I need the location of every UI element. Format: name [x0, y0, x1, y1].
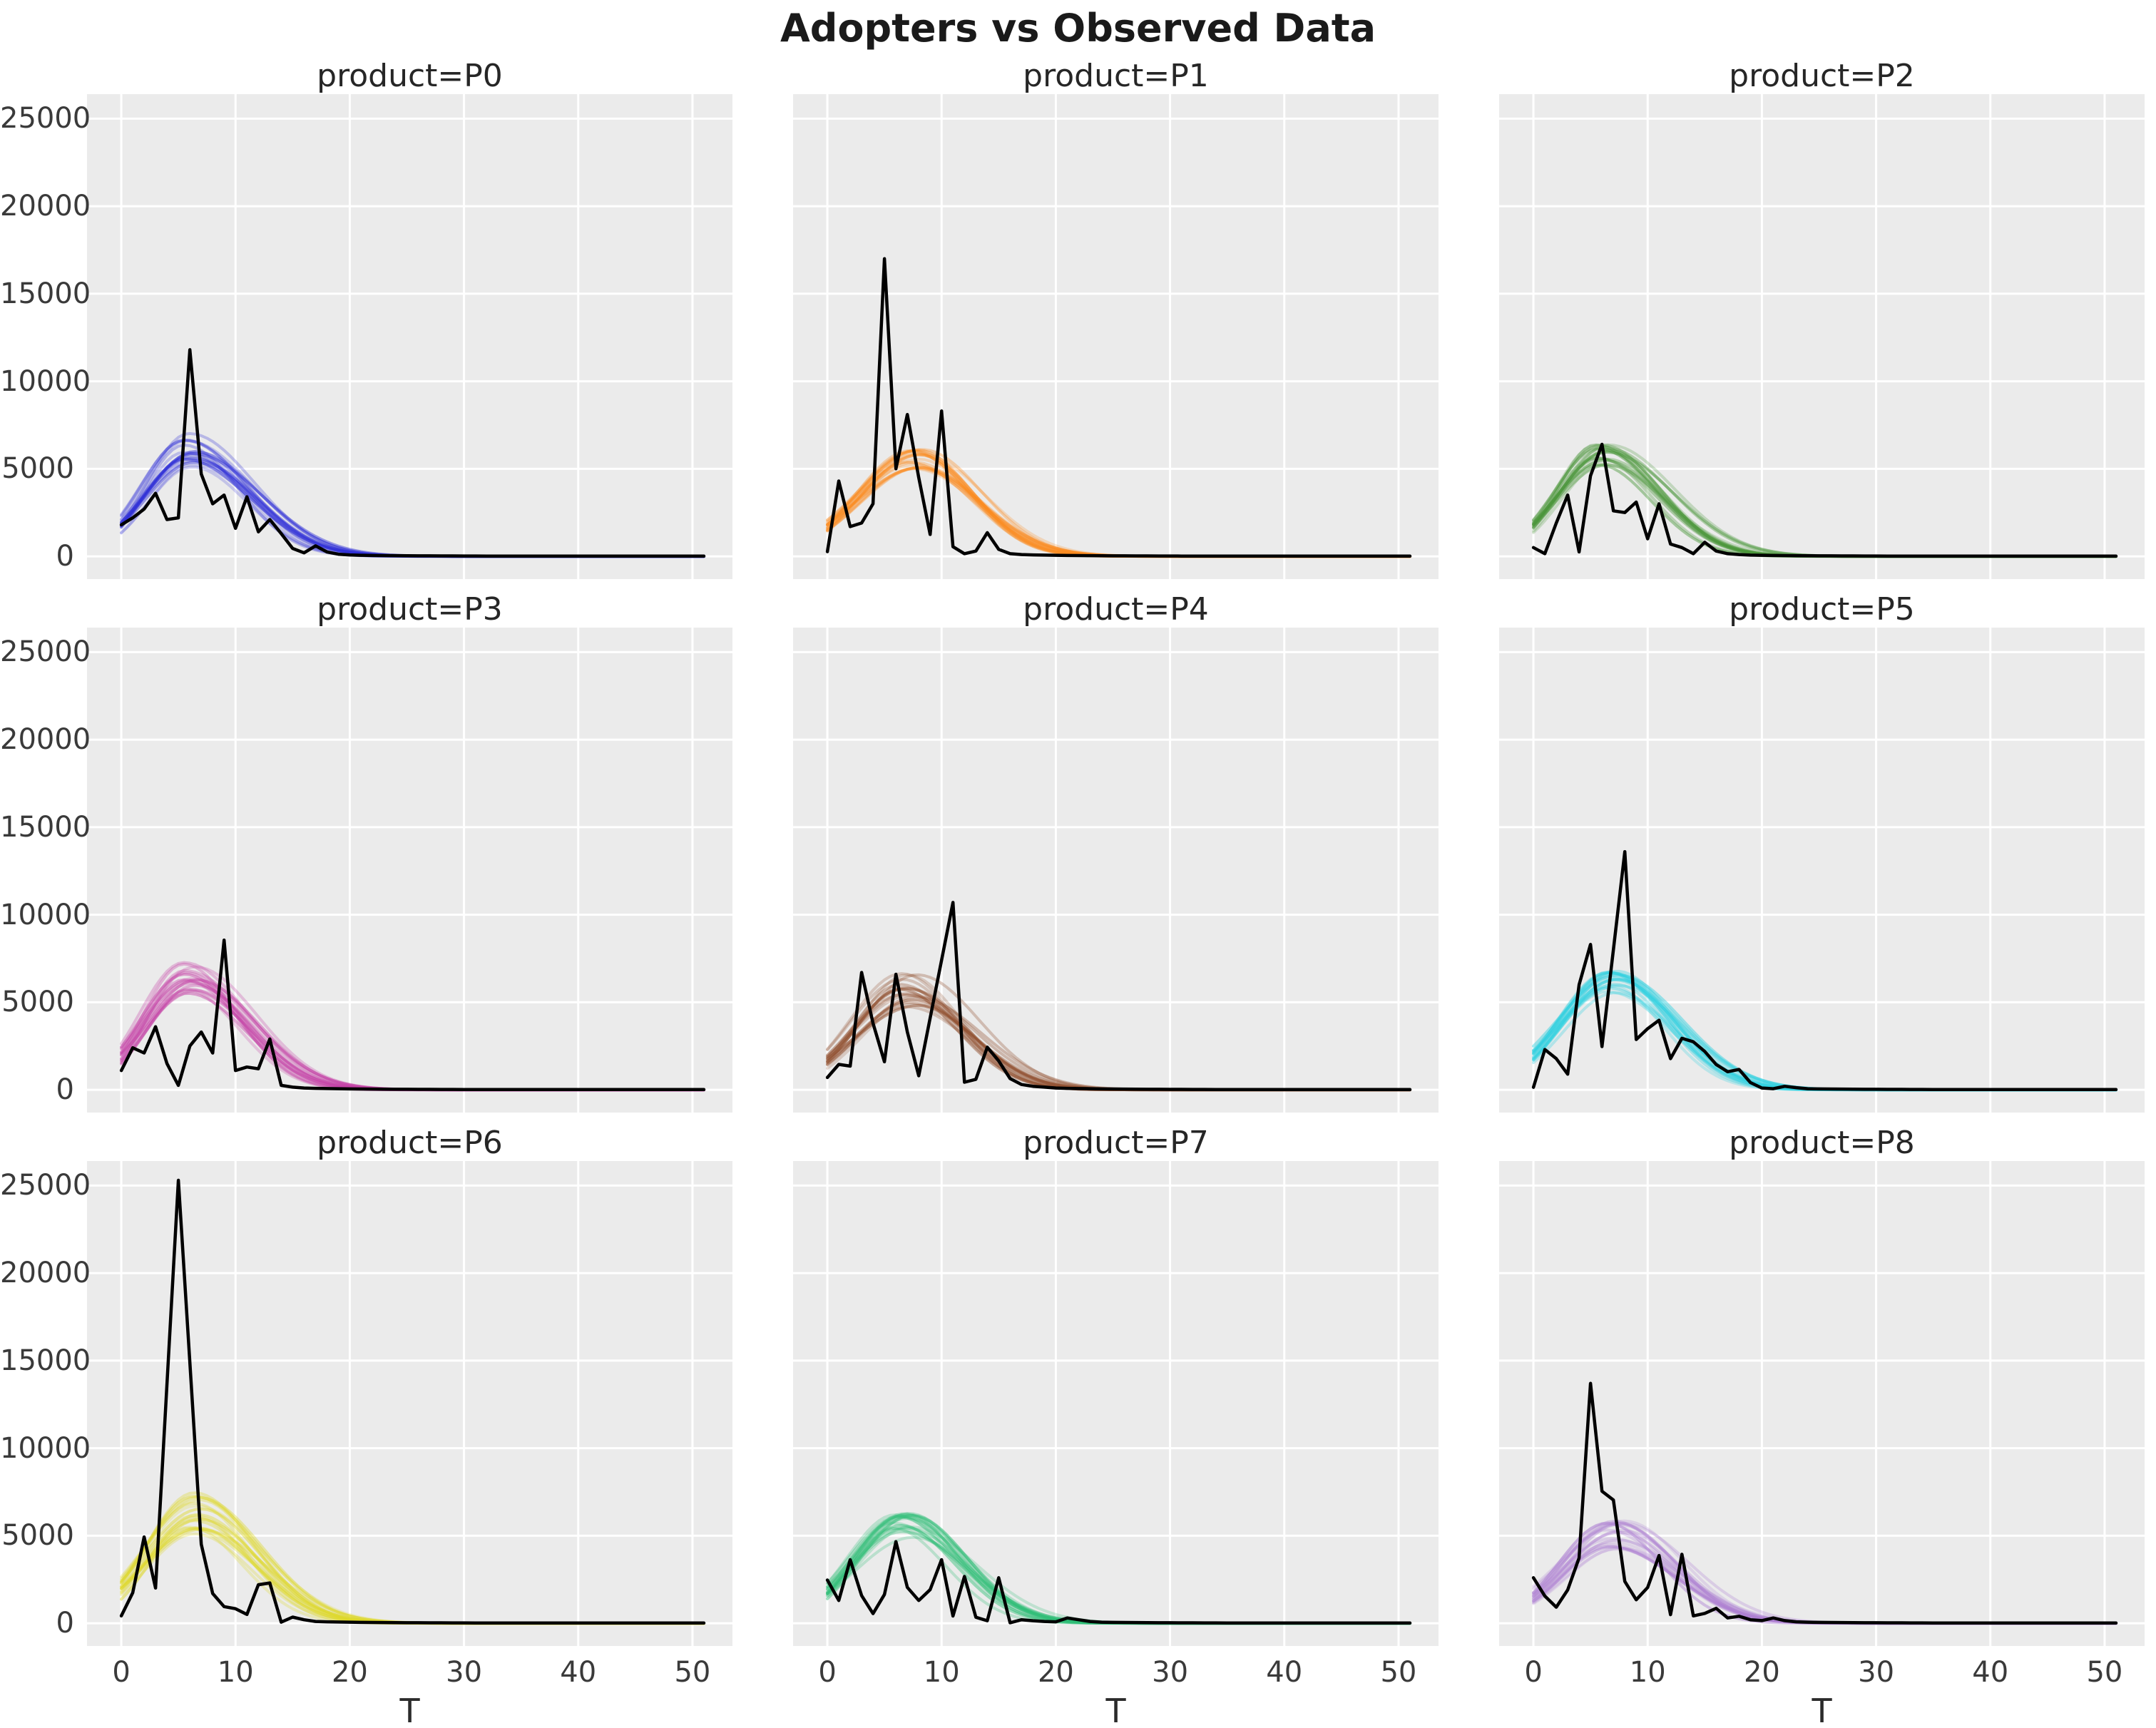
x-tick-label: 40: [1972, 1656, 2009, 1689]
subplot-P3: product=P3: [87, 592, 732, 1113]
plot-area-P7: [793, 1161, 1439, 1646]
subplot-title-P6: product=P6: [317, 1125, 503, 1161]
subplot-P1: product=P1: [793, 58, 1439, 579]
subplot-title-P4: product=P4: [1023, 591, 1209, 628]
subplot-P8: product=P8: [1499, 1125, 2145, 1646]
x-tick-label: 50: [2086, 1656, 2123, 1689]
x-tick-label: 10: [923, 1656, 960, 1689]
subplot-P5: product=P5: [1499, 592, 2145, 1113]
y-tick-label: 20000: [0, 723, 91, 757]
y-tick-label: 15000: [0, 810, 91, 844]
x-tick-label: 30: [1858, 1656, 1895, 1689]
subplot-title-P2: product=P2: [1729, 58, 1915, 94]
x-axis-label: T: [1105, 1692, 1126, 1728]
y-tick-label: 0: [56, 1073, 74, 1107]
x-axis-label: T: [1812, 1692, 1832, 1728]
subplot-title-P3: product=P3: [317, 591, 503, 628]
plot-area-P1: [793, 94, 1439, 579]
subplot-title-P1: product=P1: [1023, 58, 1209, 94]
y-tick-label: 0: [56, 540, 74, 573]
subplot-P7: product=P7: [793, 1125, 1439, 1646]
plot-area-P2: [1499, 94, 2145, 579]
x-tick-label: 40: [1266, 1656, 1303, 1689]
y-tick-label: 20000: [0, 190, 91, 223]
subplot-P2: product=P2: [1499, 58, 2145, 579]
plot-area-P3: [87, 628, 732, 1113]
x-tick-label: 10: [217, 1656, 254, 1689]
x-tick-label: 40: [560, 1656, 597, 1689]
subplot-title-P8: product=P8: [1729, 1125, 1915, 1161]
x-tick-label: 50: [674, 1656, 711, 1689]
figure-title: Adopters vs Observed Data: [780, 6, 1376, 51]
x-tick-label: 30: [446, 1656, 483, 1689]
subplot-P6: product=P6: [87, 1125, 732, 1646]
plot-area-P4: [793, 628, 1439, 1113]
x-tick-label: 0: [1524, 1656, 1543, 1689]
y-tick-label: 5000: [1, 452, 74, 486]
y-tick-label: 25000: [0, 1169, 91, 1202]
x-axis-label: T: [399, 1692, 420, 1728]
subplot-P0: product=P0: [87, 58, 732, 579]
y-tick-label: 20000: [0, 1257, 91, 1290]
plot-area-P0: [87, 94, 732, 579]
x-tick-label: 30: [1152, 1656, 1189, 1689]
x-tick-label: 10: [1629, 1656, 1666, 1689]
x-tick-label: 20: [331, 1656, 368, 1689]
y-tick-label: 25000: [0, 102, 91, 136]
y-tick-label: 10000: [0, 898, 91, 931]
y-tick-label: 10000: [0, 364, 91, 398]
subplot-title-P0: product=P0: [317, 58, 503, 94]
x-tick-label: 0: [112, 1656, 131, 1689]
subplot-title-P7: product=P7: [1023, 1125, 1209, 1161]
y-tick-label: 10000: [0, 1431, 91, 1465]
plot-area-P6: [87, 1161, 732, 1646]
y-tick-label: 5000: [1, 986, 74, 1019]
subplot-title-P5: product=P5: [1729, 591, 1915, 628]
plot-area-P5: [1499, 628, 2145, 1113]
y-tick-label: 15000: [0, 277, 91, 310]
y-tick-label: 5000: [1, 1519, 74, 1553]
x-tick-label: 20: [1037, 1656, 1074, 1689]
y-tick-label: 0: [56, 1607, 74, 1640]
y-tick-label: 15000: [0, 1344, 91, 1377]
x-tick-label: 20: [1743, 1656, 1780, 1689]
x-tick-label: 50: [1380, 1656, 1417, 1689]
y-tick-label: 25000: [0, 635, 91, 669]
subplot-P4: product=P4: [793, 592, 1439, 1113]
plot-area-P8: [1499, 1161, 2145, 1646]
x-tick-label: 0: [818, 1656, 837, 1689]
